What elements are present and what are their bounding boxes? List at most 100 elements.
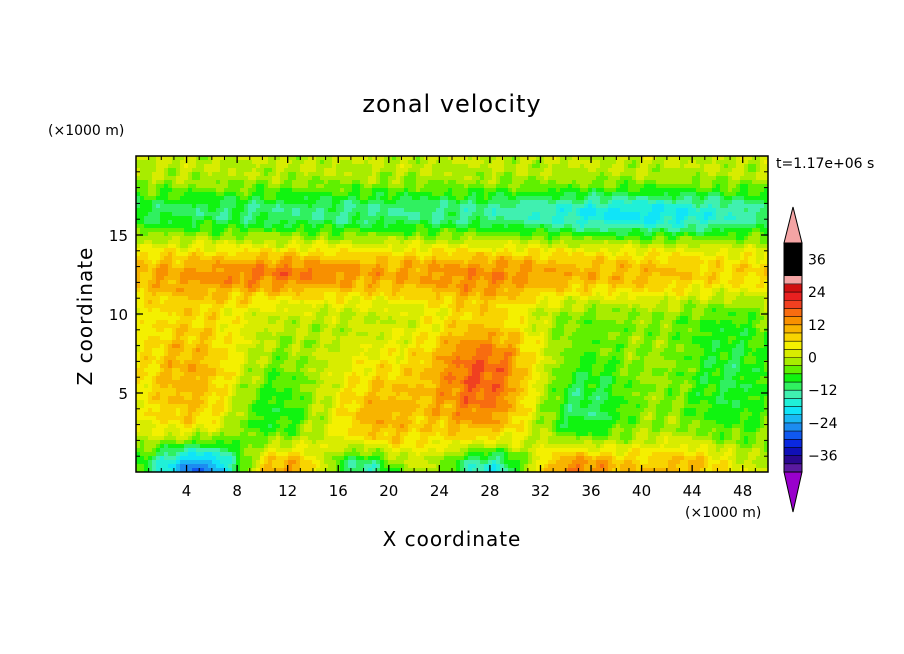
field-cell [616, 264, 621, 269]
field-cell [136, 160, 141, 165]
field-cell [760, 260, 765, 265]
field-cell [400, 232, 405, 237]
field-cell [312, 212, 317, 217]
field-cell [552, 256, 557, 261]
field-cell [316, 280, 321, 285]
field-cell [536, 168, 541, 173]
field-cell [492, 280, 497, 285]
field-cell [552, 200, 557, 205]
field-cell [260, 232, 265, 237]
field-cell [556, 212, 561, 217]
field-cell [624, 236, 629, 241]
field-cell [200, 224, 205, 229]
field-cell [372, 252, 377, 257]
field-cell [280, 204, 285, 209]
field-cell [652, 212, 657, 217]
field-cell [332, 264, 337, 269]
field-cell [148, 200, 153, 205]
field-cell [356, 252, 361, 257]
field-cell [492, 168, 497, 173]
field-cell [760, 276, 765, 281]
field-cell [548, 216, 553, 221]
field-cell [240, 228, 245, 233]
field-cell [548, 220, 553, 225]
field-cell [392, 224, 397, 229]
field-cell [476, 260, 481, 265]
field-cell [684, 200, 689, 205]
field-cell [584, 268, 589, 273]
field-cell [212, 240, 217, 245]
field-cell [420, 232, 425, 237]
field-cell [724, 272, 729, 277]
field-cell [664, 236, 669, 241]
field-cell [360, 212, 365, 217]
field-cell [444, 196, 449, 201]
field-cell [712, 212, 717, 217]
field-cell [448, 252, 453, 257]
field-cell [612, 272, 617, 277]
field-cell [700, 268, 705, 273]
field-cell [304, 224, 309, 229]
field-cell [504, 232, 509, 237]
field-cell [580, 180, 585, 185]
field-cell [236, 208, 241, 213]
field-cell [336, 256, 341, 261]
field-cell [740, 196, 745, 201]
field-cell [276, 228, 281, 233]
field-cell [748, 224, 753, 229]
field-cell [748, 208, 753, 213]
field-cell [640, 192, 645, 197]
field-cell [520, 240, 525, 245]
field-cell [700, 276, 705, 281]
field-cell [508, 268, 513, 273]
field-cell [520, 224, 525, 229]
field-cell [676, 204, 681, 209]
field-cell [324, 276, 329, 281]
field-cell [276, 272, 281, 277]
field-cell [168, 244, 173, 249]
field-cell [572, 160, 577, 165]
field-cell [200, 276, 205, 281]
field-cell [184, 248, 189, 253]
field-cell [480, 240, 485, 245]
field-cell [732, 168, 737, 173]
field-cell [612, 244, 617, 249]
field-cell [320, 164, 325, 169]
field-cell [508, 200, 513, 205]
field-cell [560, 272, 565, 277]
field-cell [220, 256, 225, 261]
field-cell [656, 184, 661, 189]
field-cell [544, 228, 549, 233]
field-cell [504, 216, 509, 221]
field-cell [656, 228, 661, 233]
field-cell [148, 248, 153, 253]
field-cell [340, 180, 345, 185]
field-cell [236, 240, 241, 245]
field-cell [736, 224, 741, 229]
field-cell [440, 184, 445, 189]
field-cell [524, 224, 529, 229]
field-cell [160, 204, 165, 209]
field-cell [272, 180, 277, 185]
field-cell [232, 212, 237, 217]
field-cell [480, 216, 485, 221]
field-cell [160, 240, 165, 245]
field-cell [688, 160, 693, 165]
field-cell [432, 276, 437, 281]
field-cell [136, 256, 141, 261]
field-cell [656, 220, 661, 225]
field-cell [440, 156, 445, 161]
field-cell [584, 260, 589, 265]
field-cell [328, 172, 333, 177]
field-cell [244, 184, 249, 189]
field-cell [284, 168, 289, 173]
field-cell [208, 240, 213, 245]
field-cell [580, 244, 585, 249]
field-cell [284, 164, 289, 169]
field-cell [268, 264, 273, 269]
field-cell [340, 160, 345, 165]
field-cell [752, 188, 757, 193]
field-cell [496, 176, 501, 181]
field-cell [164, 256, 169, 261]
field-cell [492, 256, 497, 261]
